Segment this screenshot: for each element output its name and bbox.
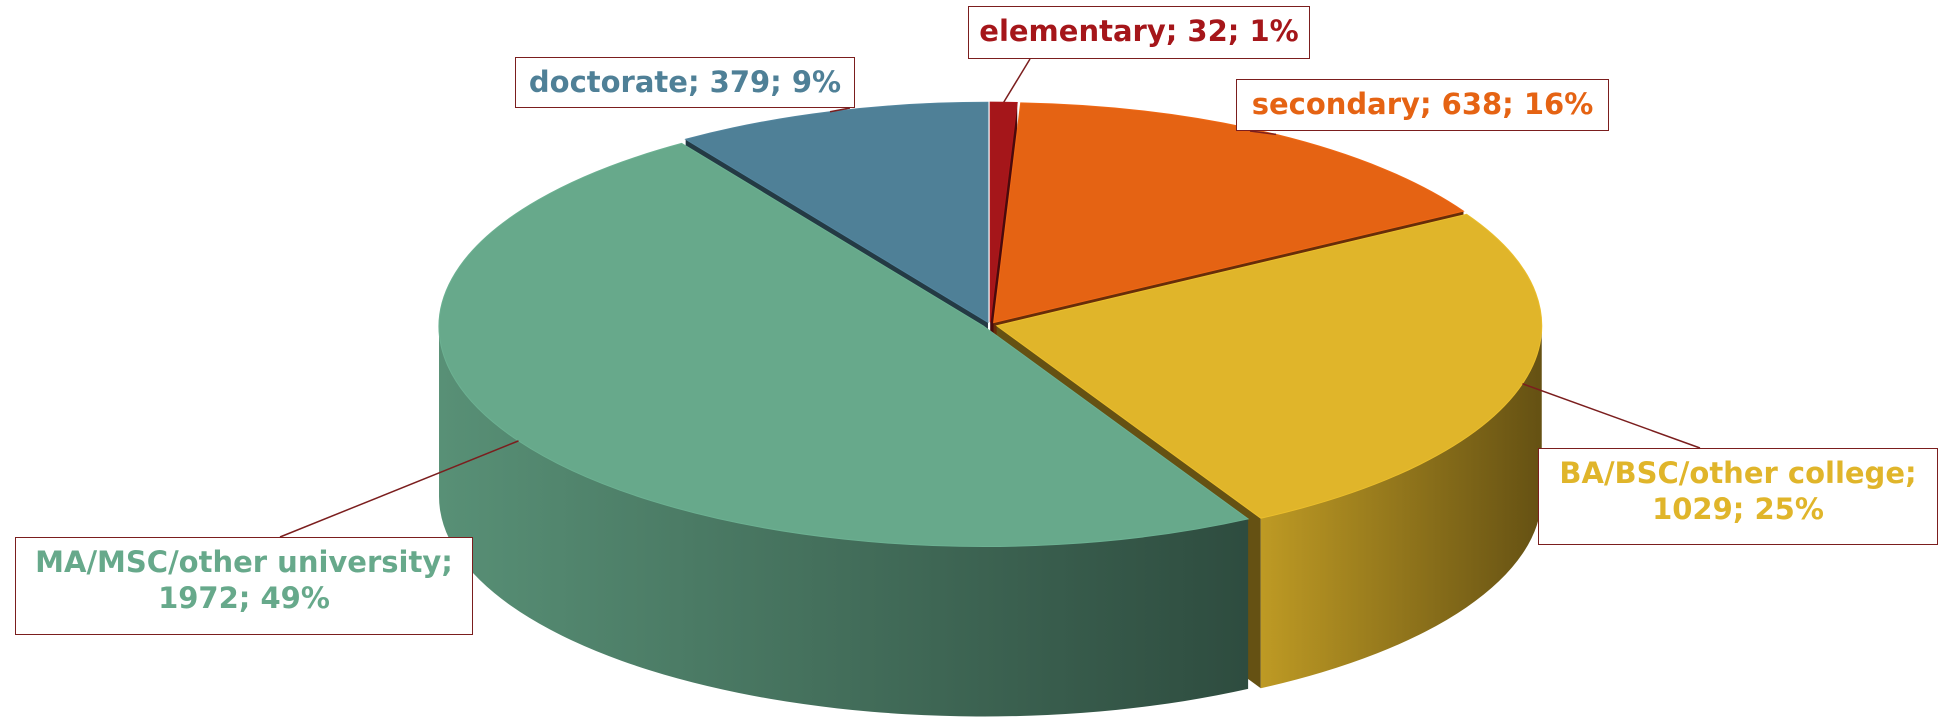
outer-walls — [439, 325, 1542, 717]
data-label: BA/BSC/other college; 1029; 25% — [1538, 448, 1938, 545]
data-label: elementary; 32; 1% — [968, 6, 1310, 59]
data-label: MA/MSC/other university; 1972; 49% — [15, 537, 473, 635]
slice-tops — [438, 101, 1543, 547]
data-label: secondary; 638; 16% — [1236, 79, 1609, 131]
leader-line — [829, 107, 851, 113]
data-label: doctorate; 379; 9% — [515, 57, 855, 108]
slice-outer-wall — [1260, 325, 1542, 689]
leader-line — [1003, 58, 1031, 103]
leader-line — [1249, 130, 1277, 136]
leader-line — [279, 440, 519, 538]
slice-outer-wall — [439, 326, 1249, 717]
pie-slice — [995, 213, 1543, 519]
leader-line — [1522, 383, 1701, 449]
